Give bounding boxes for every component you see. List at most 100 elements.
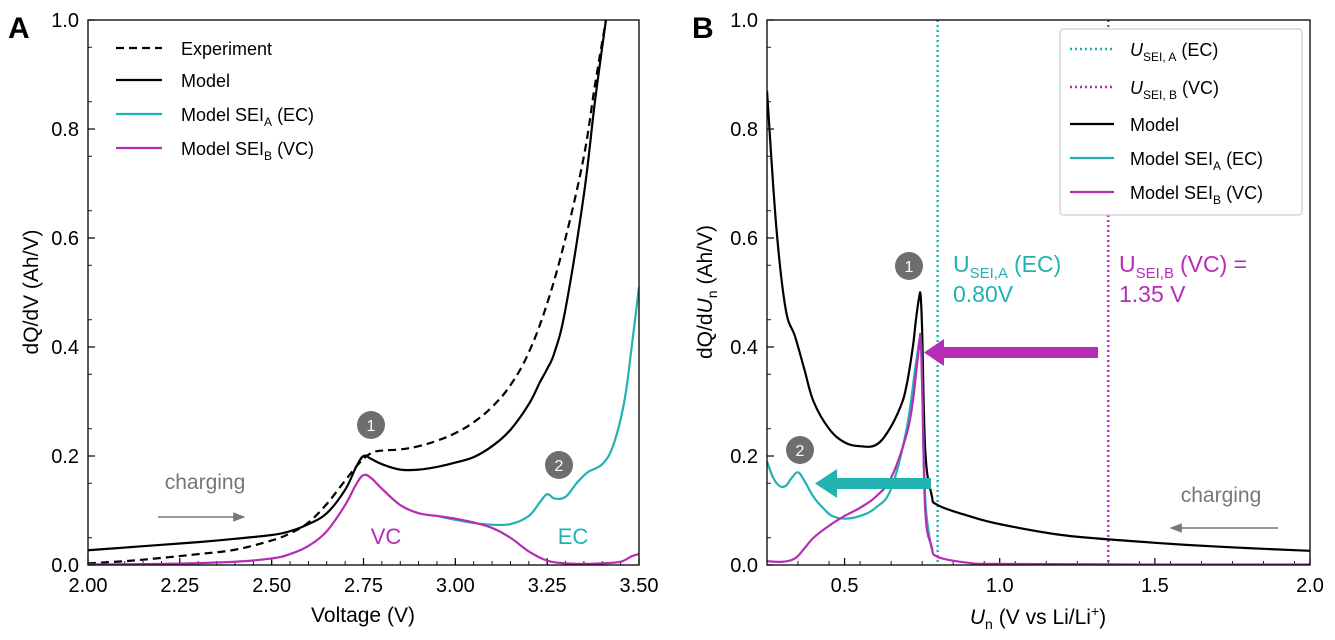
legend-a-label-ec-sub: A (264, 115, 272, 129)
legend-a-label-ec-suffix: (EC) (277, 105, 314, 125)
panel-a-badge-2-text: 2 (555, 458, 564, 475)
panel-a-badge-1 (357, 411, 385, 439)
panel-b-ylabel-u: U (694, 297, 717, 313)
panel-b-ylabel-suffix: (Ah/V) (694, 225, 717, 285)
legend-b-label-usei-b-sub: SEI, B (1143, 88, 1177, 102)
panel-a-ec-label: EC (558, 524, 589, 549)
panel-a-ytick-label: 0.4 (51, 337, 79, 359)
panel-a-ytick-label: 0.2 (51, 446, 79, 468)
panel-b-usei-b-label-suffix: (VC) = (1180, 251, 1247, 277)
legend-b-label-vc: Model SEIB (VC) (1130, 183, 1263, 207)
panel-a-xtick-label: 2.50 (252, 575, 291, 597)
panel-b-usei-b-label-u: U (1119, 251, 1136, 277)
panel-b-xlabel-sup: + (1091, 603, 1099, 619)
panel-b-charging-label: charging (1181, 484, 1262, 507)
panel-b-badge-2 (786, 436, 814, 464)
legend-a-label-ec-main: Model SEI (181, 105, 264, 125)
panel-a-vc-label: VC (371, 524, 402, 549)
panel-b-xlabel-u: U (970, 606, 986, 629)
panel-b-ec-shift-arrow (815, 469, 931, 498)
legend-b-label-usei-b: USEI, B (VC) (1130, 78, 1219, 102)
panel-b-ytick-label: 0.4 (730, 337, 758, 359)
legend-b-label-vc-main: Model SEI (1130, 183, 1213, 203)
panel-b-vc-shift-arrow (924, 339, 1098, 366)
panel-a-ytick-label: 1.0 (51, 10, 79, 32)
legend-b-label-usei-a-u: U (1130, 40, 1144, 60)
legend-a-label-vc-sub: B (264, 149, 272, 163)
legend-a-label-vc: Model SEIB (VC) (181, 139, 314, 163)
legend-b-label-usei-a: USEI, A (EC) (1130, 40, 1218, 64)
legend-b-frame (1059, 28, 1303, 216)
legend-b-label-ec-main: Model SEI (1130, 149, 1213, 169)
panel-a-ytick-label: 0.8 (51, 119, 79, 141)
legend-a-label-ec: Model SEIA (EC) (181, 105, 314, 129)
legend-a-label-model: Model (181, 71, 230, 91)
panel-a-axes-frame (87, 19, 640, 566)
panel-b-ylabel-sub: n (704, 291, 720, 299)
panel-b-usei-a-label-u: U (953, 251, 970, 277)
panel-b-ylabel: dQ/dUn (Ah/V) (694, 225, 720, 359)
panel-b-xtick-label: 1.0 (986, 575, 1014, 597)
panel-b-usei-a-value: 0.80V (953, 281, 1014, 307)
panel-b-usei-a-label-suffix: (EC) (1014, 251, 1061, 277)
panel-b-ytick-label: 0.6 (730, 228, 758, 250)
panel-b-axes-frame (766, 19, 1311, 566)
legend-b-label-model: Model (1130, 115, 1179, 135)
panel-b: B 0.5 1.0 1.5 2.0 0.0 0.2 0.4 0.6 0.8 1.0 Un (V vs… (692, 10, 1324, 632)
panel-label-b: B (692, 12, 714, 45)
panel-a-xtick-label: 2.25 (160, 575, 199, 597)
panel-a-charging-label: charging (165, 471, 246, 494)
legend-b-label-usei-a-sub: SEI, A (1143, 50, 1176, 64)
panel-label-a: A (8, 12, 30, 45)
panel-b-usei-b-label-sub: SEI,B (1136, 265, 1174, 282)
panel-b-series-model (767, 90, 1310, 552)
panel-a-ytick-label: 0.6 (51, 228, 79, 250)
legend-b-label-usei-b-suffix: (VC) (1182, 78, 1219, 98)
legend-a-label-vc-main: Model SEI (181, 139, 264, 159)
panel-b-badge-2-text: 2 (796, 443, 805, 460)
legend-b-label-ec-sub: A (1213, 159, 1221, 173)
panel-a-series-sei-b-vc (88, 473, 639, 565)
panel-a-series-sei-a-ec (436, 286, 639, 527)
panel-a-series-model (88, 20, 608, 552)
panel-a-xlabel: Voltage (V) (311, 604, 415, 627)
panel-a-xtick-label: 2.00 (69, 575, 108, 597)
panel-b-xtick-label: 2.0 (1296, 575, 1324, 597)
panel-b-usei-a-label-sub: SEI,A (970, 265, 1008, 282)
legend-a-label-vc-suffix: (VC) (277, 139, 314, 159)
panel-b-ytick-label: 0.8 (730, 119, 758, 141)
panel-a-xtick-label: 3.50 (620, 575, 659, 597)
panel-b-xtick-label: 0.5 (831, 575, 859, 597)
panel-a-ticks: 2.00 2.25 2.50 2.75 3.00 3.25 3.50 0.0 0.2 0.4 0.6… (51, 10, 658, 597)
panel-a-xtick-label: 3.25 (528, 575, 567, 597)
legend-a-label-experiment: Experiment (181, 39, 272, 59)
panel-b-badge-1-text: 1 (905, 259, 914, 276)
panel-b-usei-a-label: USEI,A (EC) (953, 251, 1061, 282)
legend-b-label-ec-suffix: (EC) (1226, 149, 1263, 169)
legend-b-label-vc-suffix: (VC) (1226, 183, 1263, 203)
panel-a-xtick-label: 3.00 (436, 575, 475, 597)
panel-a-badge-1-text: 1 (367, 418, 376, 435)
panel-a-ylabel: dQ/dV (Ah/V) (20, 230, 43, 355)
panel-b-usei-b-value: 1.35 V (1119, 281, 1186, 307)
panel-b-ticks: 0.5 1.0 1.5 2.0 0.0 0.2 0.4 0.6 0.8 1.0 (730, 10, 1324, 597)
panel-b-legend: USEI, A (EC) U SEI, B (VC) Model Model SEIA… (1059, 28, 1303, 216)
panel-a-ytick-label: 0.0 (51, 555, 79, 577)
panel-a: A 2.00 2.25 2.50 2.75 3.00 3.25 3.50 0.0 0.2 0.4 0… (8, 10, 658, 627)
panel-b-ylabel-prefix: dQ/d (694, 313, 717, 359)
panel-b-ytick-label: 0.0 (730, 555, 758, 577)
panel-b-ytick-label: 0.2 (730, 446, 758, 468)
panel-b-xlabel-close: ) (1099, 606, 1106, 629)
panel-a-badge-2 (545, 451, 573, 479)
panel-b-badge-1 (895, 252, 923, 280)
panel-b-xlabel-rest: (V vs Li/Li (999, 606, 1091, 629)
legend-b-label-vc-sub: B (1213, 193, 1221, 207)
panel-b-xtick-label: 1.5 (1141, 575, 1169, 597)
legend-b-label-ec: Model SEIA (EC) (1130, 149, 1263, 173)
legend-b-label-usei-a-suffix: (EC) (1181, 40, 1218, 60)
panel-b-ytick-label: 1.0 (730, 10, 758, 32)
panel-a-legend: Experiment Model Model SEIA (EC) Model SE… (116, 39, 314, 163)
panel-a-xtick-label: 2.75 (344, 575, 383, 597)
panel-b-xlabel: Un (V vs Li/Li+) (970, 603, 1106, 632)
